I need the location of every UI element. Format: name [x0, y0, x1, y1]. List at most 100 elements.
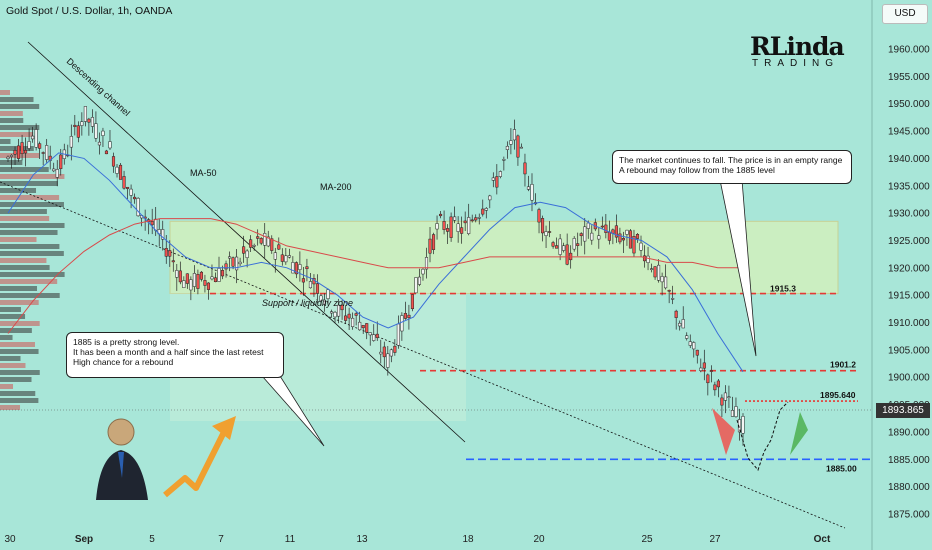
candle-body [474, 217, 478, 221]
candle-body [115, 166, 119, 174]
level-label: 1901.2 [830, 360, 856, 370]
candle-body [256, 236, 260, 239]
candle-body [213, 277, 218, 283]
candle-body [55, 169, 59, 178]
candle-body [428, 238, 432, 254]
candle-body [150, 220, 154, 226]
candle-body [734, 406, 738, 417]
candle-body [9, 154, 14, 157]
y-tick-label: 1880.000 [888, 482, 930, 493]
y-tick-label: 1935.000 [888, 181, 930, 192]
y-tick-label: 1890.000 [888, 427, 930, 438]
candle-body [639, 242, 643, 251]
candle-body [650, 268, 654, 270]
candle-body [224, 263, 228, 270]
candle-body [713, 384, 717, 391]
candle-body [273, 252, 277, 260]
candle-body [604, 224, 608, 233]
y-tick-label: 1925.000 [888, 236, 930, 247]
volume-profile-bar [0, 279, 58, 284]
candle-body [509, 140, 513, 145]
candle-body [681, 319, 685, 329]
y-tick-label: 1955.000 [888, 72, 930, 83]
candle-body [544, 231, 548, 236]
volume-profile-bar [0, 265, 50, 270]
candle-body [614, 225, 618, 238]
note-left-line: 1885 is a pretty strong level. [73, 337, 180, 347]
volume-profile-bar [0, 300, 39, 305]
candle-body [523, 162, 527, 175]
candle-body [206, 282, 211, 290]
candle-body [242, 246, 246, 254]
candle-body [83, 106, 87, 122]
candle-body [182, 280, 186, 288]
x-tick-label: 27 [709, 534, 721, 545]
candle-body [421, 268, 425, 275]
candle-body [164, 248, 168, 257]
volume-profile-bar [0, 97, 34, 102]
candle-body [674, 310, 678, 318]
y-tick-label: 1900.000 [888, 373, 930, 384]
candle-body [709, 370, 713, 372]
candle-body [90, 117, 94, 127]
volume-profile-bar [0, 125, 40, 130]
candle-body [446, 228, 450, 232]
candle-body [175, 270, 179, 278]
candle-body [505, 145, 509, 150]
candle-body [284, 255, 288, 263]
candle-body [196, 274, 200, 289]
rising-arrow-head-icon [212, 416, 236, 440]
volume-profile-bar [0, 132, 34, 137]
candle-body [456, 223, 460, 232]
candle-body [688, 341, 692, 346]
candle-body [449, 216, 453, 238]
x-tick-label: 7 [218, 534, 224, 545]
candle-body [519, 146, 523, 149]
candle-body [118, 164, 123, 180]
candle-body [692, 342, 696, 350]
candle-body [329, 311, 334, 314]
candle-body [488, 195, 492, 201]
currency-button[interactable]: USD [882, 4, 928, 24]
candle-body [723, 392, 727, 401]
volume-profile-bar [0, 286, 38, 291]
candle-body [277, 244, 281, 250]
candle-body [52, 168, 56, 172]
volume-profile-bar [0, 195, 60, 200]
candle-body [621, 238, 625, 241]
note-left: 1885 is a pretty strong level. It has be… [66, 332, 284, 378]
down-arrow-icon [712, 408, 735, 455]
candle-body [431, 234, 436, 250]
candle-body [161, 229, 165, 240]
candle-body [333, 311, 337, 318]
volume-profile-bar [0, 139, 11, 144]
level-label: 1895.640 [820, 390, 856, 400]
candle-body [245, 250, 249, 258]
note-top-right-line: The market continues to fall. The price … [619, 155, 843, 165]
candle-body [192, 273, 196, 287]
volume-profile-bar [0, 321, 40, 326]
candle-body [259, 238, 263, 244]
candle-body [653, 266, 657, 278]
volume-profile-bar [0, 181, 58, 186]
candle-body [354, 313, 358, 316]
volume-profile-bar [0, 335, 13, 340]
candle-body [435, 223, 439, 230]
figure-tie-icon [118, 452, 124, 478]
candle-body [228, 256, 232, 259]
x-tick-label: 11 [285, 534, 296, 545]
candle-body [642, 255, 647, 262]
candle-body [34, 129, 38, 148]
candle-body [660, 276, 664, 283]
y-tick-label: 1930.000 [888, 209, 930, 220]
y-tick-label: 1920.000 [888, 263, 930, 274]
candle-body [87, 118, 91, 123]
candle-body [562, 245, 566, 251]
candle-body [400, 315, 404, 332]
candle-body [635, 234, 640, 239]
candle-body [695, 349, 699, 356]
candle-body [481, 208, 485, 215]
candle-body [122, 176, 126, 189]
candle-body [417, 276, 422, 285]
